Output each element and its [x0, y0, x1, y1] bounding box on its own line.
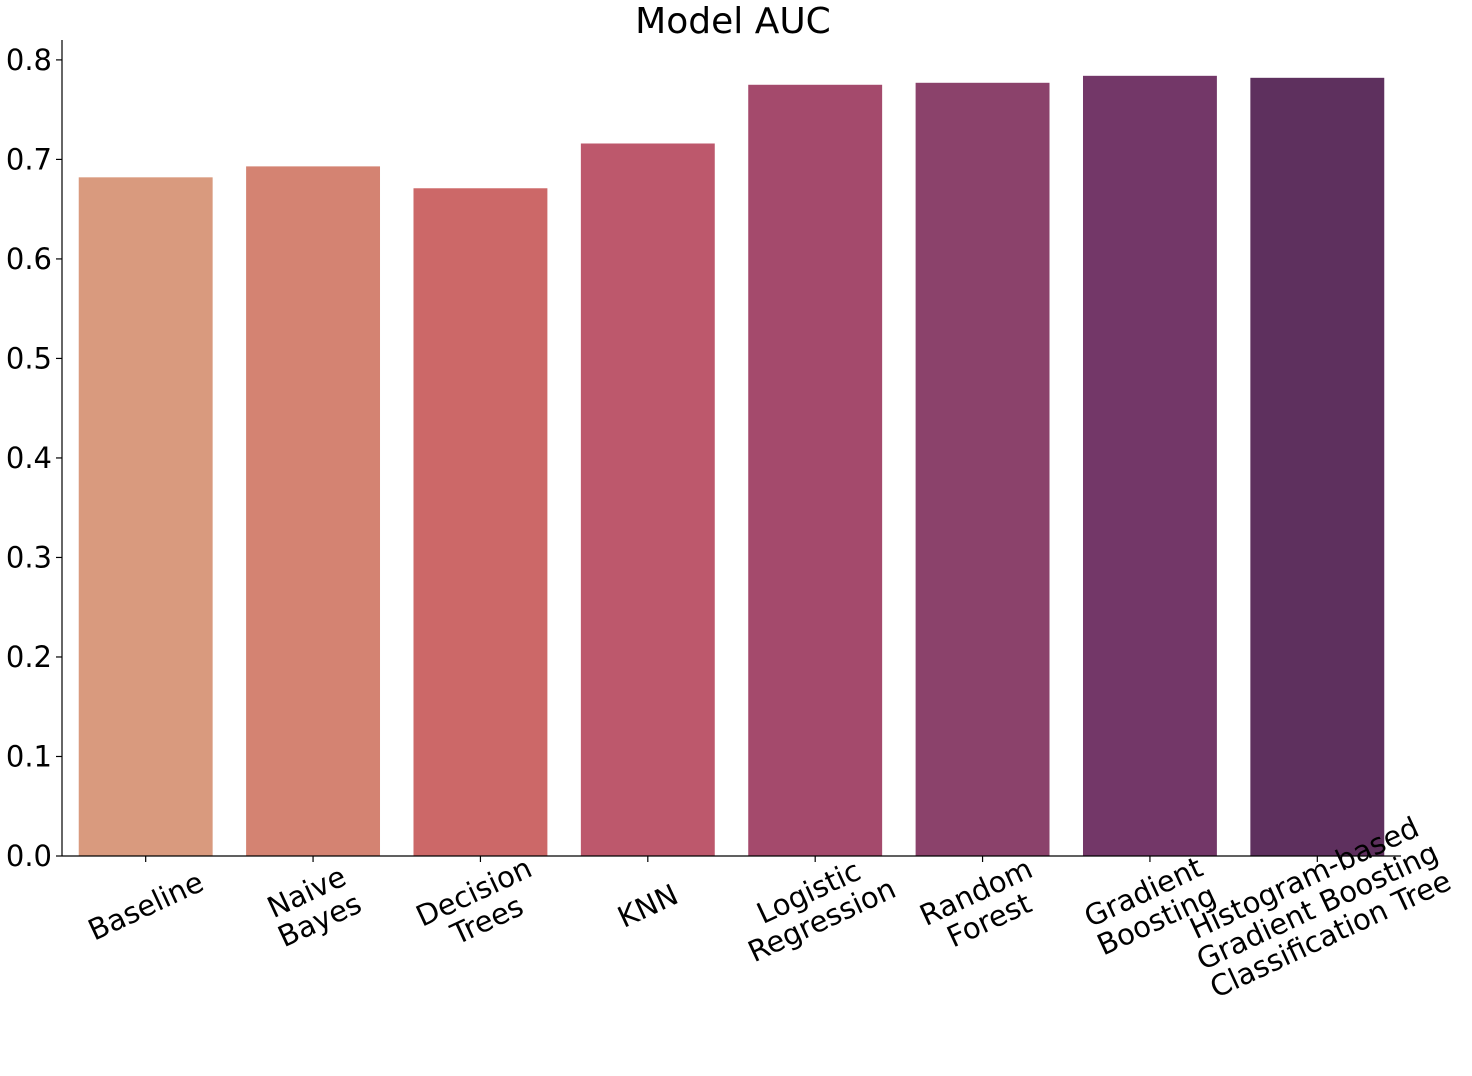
y-tick-label: 0.5: [6, 341, 52, 375]
y-tick-label: 0.6: [6, 242, 52, 276]
y-tick-label: 0.8: [6, 43, 52, 77]
y-tick-label: 0.4: [6, 441, 52, 475]
bar-baseline: [78, 177, 213, 856]
y-tick-label: 0.2: [6, 640, 52, 674]
chart-title: Model AUC: [635, 1, 831, 42]
bar-naive-bayes: [246, 166, 381, 856]
bar-decision-trees: [413, 188, 548, 856]
bar-logistic-regression: [748, 84, 883, 856]
y-tick-label: 0.0: [6, 839, 52, 873]
y-tick-label: 0.7: [6, 142, 52, 176]
y-tick-label: 0.3: [6, 540, 52, 574]
x-tick-label-line: KNN: [612, 877, 683, 934]
bar-knn: [580, 143, 715, 857]
bar-gradient-boosting: [1082, 75, 1217, 856]
bars-group: [78, 75, 1385, 857]
x-tick-label: Baseline: [83, 865, 209, 948]
bar-histogram-based-gradient-boosting-classification-tree: [1250, 77, 1385, 856]
x-tick-label-line: Baseline: [83, 865, 209, 948]
y-tick-label: 0.1: [6, 739, 52, 773]
x-tick-label: KNN: [612, 877, 683, 934]
bar-random-forest: [915, 82, 1050, 857]
y-axis: 0.0 0.1 0.2 0.3 0.4 0.5 0.6 0.7 0.8: [6, 40, 63, 873]
